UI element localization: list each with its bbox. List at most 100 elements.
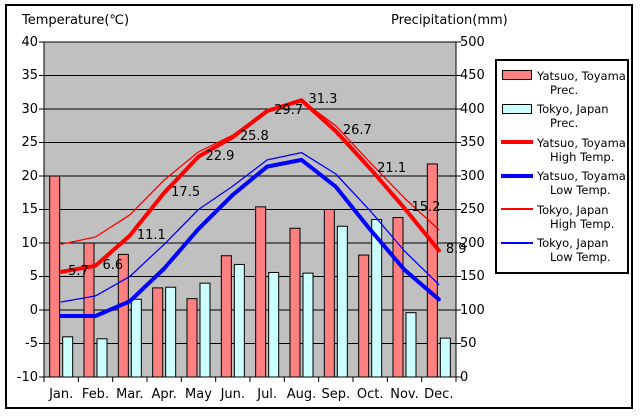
precip-tick-label: 250 [460,202,485,217]
month-label: Jun. [220,387,246,402]
bar-tokyo-prec [130,298,142,378]
legend-swatch-col [497,136,537,149]
legend-swatch-col [497,169,537,182]
month-label: Oct. [356,387,384,402]
precip-tick-label: 50 [460,336,477,351]
legend-entry-4: Yatsuo, Toyama Low Temp. [497,169,627,197]
bar-yatsuo-prec [323,209,335,378]
precip-tick-label: 300 [460,168,485,184]
month-label: Nov. [390,387,419,402]
bar-tokyo-prec [233,263,245,378]
bar-yatsuo-prec [289,227,301,378]
line-tokyo-high [60,99,440,245]
month-label: Dec. [424,387,454,402]
bar-tokyo-prec [96,338,108,378]
legend-label-line2: High Temp. [550,216,615,231]
temp-tick-label: 40 [21,34,38,50]
line-yatsuo-high [59,98,441,274]
bar-yatsuo-prec [220,255,232,378]
precip-tick-label: 350 [460,135,485,150]
temp-tick-label: 35 [21,68,38,83]
legend-entry-label: Tokyo, Japan Low Temp. [537,236,611,264]
point-label: 31.3 [308,92,338,108]
precipitation-axis-title: Precipitation(mm) [391,13,508,28]
legend-entry-label: Yatsuo, Toyama Low Temp. [537,169,626,197]
bar-tokyo-prec [439,337,451,378]
point-label: 8.9 [445,242,467,258]
legend-swatch-line [501,241,533,244]
bar-yatsuo-prec [255,206,267,378]
legend-label-line1: Yatsuo, Toyama [537,169,626,184]
legend-swatch-box [502,103,532,114]
legend-entry-1: Yatsuo, Toyama Prec. [497,69,627,97]
legend-label-line1: Tokyo, Japan [537,236,609,251]
point-label: 5.7 [68,263,89,279]
bar-yatsuo-prec [83,242,95,378]
chart-outer-frame [5,4,633,409]
point-label: 21.1 [377,160,407,176]
bar-yatsuo-prec [426,163,438,378]
legend-swatch-col [497,102,537,115]
legend-label-line2: Prec. [550,116,579,131]
precip-tick-label: 200 [460,235,485,251]
bar-yatsuo-prec [117,253,129,378]
bar-yatsuo-prec [358,254,370,378]
legend-label-line2: High Temp. [550,149,615,164]
point-label: 17.5 [171,184,201,200]
point-label: 15.2 [411,200,441,216]
point-label: 6.6 [102,257,124,273]
temp-tick-label: -5 [25,336,38,351]
bar-tokyo-prec [165,286,177,378]
temp-tick-label: 30 [21,101,38,117]
bar-tokyo-prec [302,272,314,378]
month-label: Jul. [257,387,278,402]
legend-swatch-col [497,69,537,82]
bar-tokyo-prec [371,219,383,378]
legend-swatch-line [501,140,533,145]
point-label: 29.7 [274,103,304,118]
month-label: Apr. [151,387,177,402]
temperature-axis-title: Temperature(℃) [22,13,130,28]
temp-tick-label: -10 [16,369,38,385]
bar-tokyo-prec [62,336,74,378]
line-tokyo-low [60,151,440,303]
temp-tick-label: 0 [29,302,38,318]
temp-tick-label: 5 [29,269,38,284]
legend-entry-label: Tokyo, Japan High Temp. [537,203,614,231]
temp-tick-label: 10 [21,235,38,251]
point-label: 25.8 [239,129,269,145]
legend-entry-2: Tokyo, Japan Prec. [497,102,627,130]
month-label: Aug. [286,387,317,402]
legend-label-line1: Tokyo, Japan [537,102,609,117]
month-label: Sep. [321,387,351,402]
bar-yatsuo-prec [186,298,198,378]
bar-tokyo-prec [199,282,211,378]
month-label: Jan. [49,387,74,402]
temp-tick-label: 20 [21,168,38,184]
precip-tick-label: 400 [460,101,485,117]
bar-tokyo-prec [268,271,280,378]
bar-yatsuo-prec [152,287,164,378]
legend-swatch-line [501,208,533,211]
legend-entry-3: Yatsuo, Toyama High Temp. [497,136,627,164]
month-label: Mar. [116,387,144,402]
legend-swatch-col [497,203,537,216]
temp-tick-label: 15 [21,202,38,217]
bar-yatsuo-prec [49,175,61,378]
legend-swatch-col [497,236,537,249]
legend-label-line1: Tokyo, Japan [537,202,609,217]
legend: Yatsuo, Toyama Prec. Tokyo, Japan Prec. Yats… [495,59,629,274]
legend-entry-label: Yatsuo, Toyama High Temp. [537,136,626,164]
point-label: 11.1 [136,227,166,243]
precip-tick-label: 500 [460,34,485,50]
legend-entry-label: Tokyo, Japan Prec. [537,102,609,130]
legend-swatch-line [501,173,533,178]
legend-entry-label: Yatsuo, Toyama Prec. [537,69,626,97]
legend-label-line1: Yatsuo, Toyama [537,68,626,83]
bar-tokyo-prec [336,225,348,378]
point-label: 26.7 [342,123,372,139]
month-label: Feb. [81,387,110,402]
legend-label-line2: Low Temp. [550,183,611,198]
legend-entry-5: Tokyo, Japan High Temp. [497,203,627,231]
